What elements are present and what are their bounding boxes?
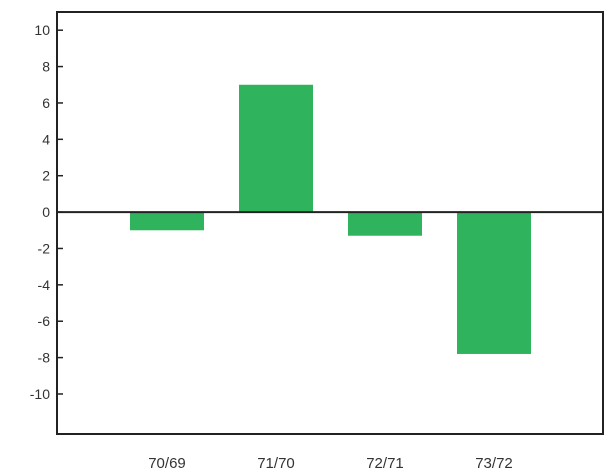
y-tick-label: 0 — [42, 204, 50, 220]
bars — [130, 84, 531, 354]
plot-frame — [56, 11, 604, 435]
y-tick-label: 10 — [34, 22, 50, 38]
y-tick-label: -8 — [38, 350, 51, 366]
bar-73-72 — [457, 212, 531, 354]
y-tick-label: -4 — [38, 277, 51, 293]
y-tick-label: 8 — [42, 59, 50, 75]
x-category-label: 70/69 — [148, 455, 186, 470]
y-tick-label: -2 — [38, 240, 51, 256]
bar-70-69 — [130, 212, 204, 231]
x-category-label: 71/70 — [257, 455, 295, 470]
x-category-label: 73/72 — [475, 455, 513, 470]
y-tick-label: 6 — [42, 95, 50, 111]
bar-72-71 — [348, 212, 422, 236]
y-tick-label: -6 — [38, 313, 51, 329]
y-axis-ticks — [57, 29, 63, 395]
x-axis-labels: 70/69 71/70 72/71 73/72 — [148, 455, 513, 470]
x-category-label: 72/71 — [366, 455, 404, 470]
y-tick-label: -10 — [30, 386, 50, 402]
y-axis-tick-labels: 10 8 6 4 2 0 -2 -4 -6 -8 -10 — [30, 22, 50, 402]
bar-71-70 — [239, 84, 313, 213]
y-tick-label: 2 — [42, 168, 50, 184]
y-tick-label: 4 — [42, 131, 50, 147]
